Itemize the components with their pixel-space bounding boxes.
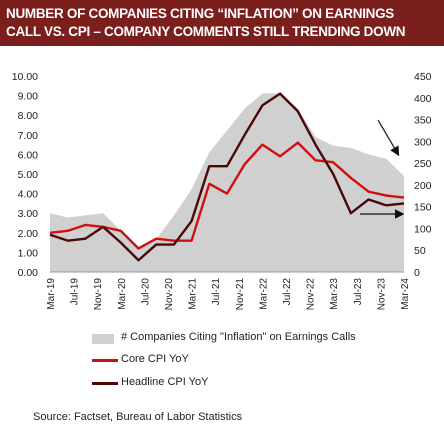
y-left-tick-label: 10.00 — [12, 71, 38, 83]
title-band: NUMBER OF COMPANIES CITING “INFLATION” O… — [0, 0, 444, 46]
x-tick-label: Mar-23 — [329, 278, 340, 310]
x-tick-label: Mar-21 — [188, 278, 199, 310]
line-series-core-cpi — [49, 141, 405, 250]
x-tick-label: Nov-19 — [93, 278, 104, 311]
y-right-tick-label: 450 — [414, 71, 432, 83]
y-left-tick-label: 1.00 — [18, 247, 39, 259]
chart-title-line-1: NUMBER OF COMPANIES CITING “INFLATION” O… — [6, 6, 394, 21]
legend-label-area: # Companies Citing "Inflation" on Earnin… — [121, 331, 356, 343]
legend-swatch-area — [92, 334, 114, 344]
source-note: Source: Factset, Bureau of Labor Statist… — [33, 411, 243, 423]
annotation-arrow-down — [377, 119, 400, 157]
x-tick-label: Jul-23 — [353, 278, 364, 306]
y-left-tick-label: 8.00 — [18, 110, 39, 122]
y-left-tick-label: 9.00 — [18, 91, 39, 103]
x-tick-label: Mar-22 — [258, 278, 269, 310]
y-right-tick-label: 300 — [414, 136, 432, 148]
y-left-tick-label: 4.00 — [18, 189, 39, 201]
y-right-tick-label: 150 — [414, 202, 432, 214]
area-series-inflation-mentions — [50, 93, 404, 272]
x-tick-label: Jul-21 — [211, 278, 222, 306]
y-right-tick-label: 400 — [414, 93, 432, 105]
y-left-tick-label: 0.00 — [18, 267, 39, 279]
x-tick-label: Mar-20 — [117, 278, 128, 310]
legend-label-headline-cpi: Headline CPI YoY — [121, 376, 209, 388]
y-right-tick-label: 50 — [414, 245, 426, 257]
y-right-tick-label: 200 — [414, 180, 432, 192]
x-tick-label: Nov-21 — [235, 278, 246, 311]
chart-plot: 0.00 1.00 2.00 3.00 4.00 5.00 6.00 7.00 8.00 9.00… — [12, 71, 432, 311]
line-series-headline-cpi — [49, 92, 405, 262]
x-tick-label: Jul-20 — [140, 278, 151, 306]
legend-swatch-headline-cpi — [92, 382, 118, 385]
y-right-tick-label: 0 — [414, 267, 420, 279]
x-tick-label: Mar-24 — [400, 278, 411, 310]
y-left-tick-label: 7.00 — [18, 130, 39, 142]
y-left-tick-label: 3.00 — [18, 208, 39, 220]
x-tick-label: Mar-19 — [46, 278, 57, 310]
y-right-tick-label: 100 — [414, 223, 432, 235]
x-tick-label: Nov-22 — [306, 278, 317, 311]
chart-title-line-2: CALL VS. CPI – COMPANY COMMENTS STILL TR… — [6, 24, 406, 39]
y-left-tick-label: 6.00 — [18, 149, 39, 161]
x-tick-label: Nov-20 — [164, 278, 175, 311]
x-tick-label: Jul-19 — [70, 278, 81, 306]
legend-swatch-core-cpi — [92, 359, 118, 362]
y-left-tick-label: 2.00 — [18, 228, 39, 240]
y-left-tick-label: 5.00 — [18, 169, 39, 181]
x-tick-label: Jul-22 — [282, 278, 293, 306]
y-right-tick-label: 350 — [414, 115, 432, 127]
y-right-tick-label: 250 — [414, 158, 432, 170]
legend-label-core-cpi: Core CPI YoY — [121, 353, 189, 365]
x-tick-label: Nov-23 — [376, 278, 387, 311]
